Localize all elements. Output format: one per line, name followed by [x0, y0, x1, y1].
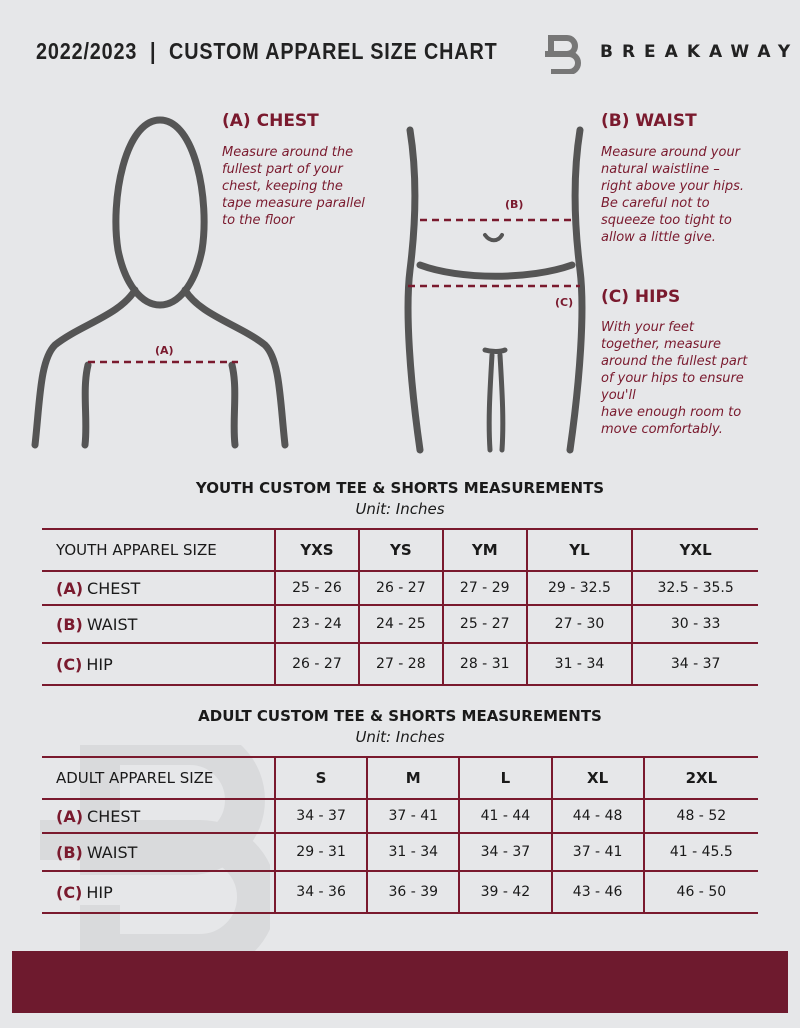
youth-unit: Unit: Inches — [355, 500, 445, 518]
measurement-value: 28 - 31 — [441, 642, 527, 686]
measurement-value: 34 - 37 — [458, 832, 552, 872]
size-column-header: 2XL — [642, 756, 758, 800]
size-column-header: L — [458, 756, 552, 800]
measurement-value: 23 - 24 — [274, 604, 359, 644]
measurement-letter: (A) — [56, 806, 84, 826]
adult-size-table: ADULT APPAREL SIZE S M L XL 2XL (A) CHEST 34 - 3… — [42, 756, 758, 914]
measurement-value: 34 - 37 — [631, 642, 758, 686]
measurement-value: 29 - 31 — [273, 832, 368, 872]
measurement-letter: (C) — [56, 654, 83, 674]
waist-heading: (B) WAIST — [601, 111, 697, 131]
marker-c: (C) — [555, 296, 573, 309]
measurement-value: 39 - 42 — [458, 870, 552, 914]
measurement-value: 27 - 29 — [441, 570, 527, 606]
measurement-label: (A) CHEST — [42, 798, 275, 834]
measurement-value: 24 - 25 — [357, 604, 443, 644]
measurement-value: 36 - 39 — [366, 870, 460, 914]
brand-name: BREAKAWAY — [600, 42, 800, 62]
measurement-value: 43 - 46 — [550, 870, 644, 914]
measurement-name: HIP — [86, 882, 113, 902]
youth-section-title: YOUTH CUSTOM TEE & SHORTS MEASUREMENTS — [195, 479, 605, 497]
footer-bar — [12, 951, 788, 1013]
measurement-value: 37 - 41 — [550, 832, 644, 872]
measurement-value: 25 - 26 — [274, 570, 359, 606]
size-column-header: YS — [357, 528, 443, 572]
measurement-value: 41 - 44 — [458, 798, 552, 834]
page-title: 2022/2023 | CUSTOM APPAREL SIZE CHART — [36, 38, 498, 64]
measurement-value: 48 - 52 — [642, 798, 758, 834]
measurement-name: WAIST — [86, 842, 138, 862]
table-header-row: ADULT APPAREL SIZE S M L XL 2XL — [42, 756, 758, 800]
size-column-header: YXL — [631, 528, 758, 572]
table-row: (B) WAIST 29 - 31 31 - 34 34 - 37 37 - 41 41 -… — [42, 832, 758, 872]
measurement-value: 44 - 48 — [550, 798, 644, 834]
waist-description: Measure around your natural waistline – ri… — [601, 145, 745, 245]
hips-heading: (C) HIPS — [601, 287, 681, 307]
marker-a: (A) — [155, 344, 174, 357]
measurement-letter: (A) — [56, 578, 84, 598]
measurement-value: 32.5 - 35.5 — [631, 570, 758, 606]
adult-unit: Unit: Inches — [355, 728, 445, 746]
measurement-name: HIP — [86, 654, 113, 674]
body-figure-illustration: (A) (B) (C) — [31, 116, 586, 454]
size-header: ADULT APPAREL SIZE — [42, 756, 275, 800]
measurement-value: 41 - 45.5 — [642, 832, 758, 872]
size-header: YOUTH APPAREL SIZE — [42, 528, 275, 572]
table-row: (A) CHEST 34 - 37 37 - 41 41 - 44 44 - 48 48 -… — [42, 798, 758, 834]
measurement-label: (B) WAIST — [42, 832, 275, 872]
table-header-row: YOUTH APPAREL SIZE YXS YS YM YL YXL — [42, 528, 758, 572]
table-row: (A) CHEST 25 - 26 26 - 27 27 - 29 29 - 32.5 32… — [42, 570, 758, 606]
breakaway-logo-icon — [545, 35, 581, 74]
adult-section-title: ADULT CUSTOM TEE & SHORTS MEASUREMENTS — [198, 707, 602, 725]
size-column-header: XL — [550, 756, 644, 800]
measurement-value: 25 - 27 — [441, 604, 527, 644]
measurement-label: (B) WAIST — [42, 604, 275, 644]
measurement-value: 34 - 36 — [273, 870, 368, 914]
measurement-value: 37 - 41 — [366, 798, 460, 834]
measurement-letter: (C) — [56, 882, 83, 902]
measurement-letter: (B) — [56, 614, 83, 634]
measurement-label: (A) CHEST — [42, 570, 275, 606]
hips-description: With your feet together, measure around th… — [601, 320, 748, 437]
measurement-letter: (B) — [56, 842, 83, 862]
size-column-header: YM — [441, 528, 527, 572]
measurement-value: 30 - 33 — [631, 604, 758, 644]
marker-b: (B) — [505, 198, 523, 211]
chest-description: Measure around the fullest part of your ch… — [222, 145, 365, 228]
measurement-name: CHEST — [87, 806, 141, 826]
measurement-value: 31 - 34 — [525, 642, 633, 686]
measurement-value: 26 - 27 — [357, 570, 443, 606]
measurement-value: 46 - 50 — [642, 870, 758, 914]
measurement-name: WAIST — [86, 614, 138, 634]
size-column-header: M — [366, 756, 460, 800]
measurement-label: (C) HIP — [42, 642, 275, 686]
measurement-value: 31 - 34 — [366, 832, 460, 872]
measurement-value: 29 - 32.5 — [525, 570, 633, 606]
measurement-value: 27 - 30 — [525, 604, 633, 644]
table-row: (C) HIP 34 - 36 36 - 39 39 - 42 43 - 46 46 - 5… — [42, 870, 758, 914]
measurement-label: (C) HIP — [42, 870, 275, 914]
size-column-header: S — [273, 756, 368, 800]
youth-size-table: YOUTH APPAREL SIZE YXS YS YM YL YXL (A) CHEST 25… — [42, 528, 758, 686]
measurement-value: 27 - 28 — [357, 642, 443, 686]
measurement-value: 26 - 27 — [274, 642, 359, 686]
table-row: (B) WAIST 23 - 24 24 - 25 25 - 27 27 - 30 30 -… — [42, 604, 758, 644]
measurement-value: 34 - 37 — [273, 798, 368, 834]
size-column-header: YL — [525, 528, 633, 572]
chest-heading: (A) CHEST — [222, 111, 319, 131]
measurement-name: CHEST — [87, 578, 141, 598]
size-column-header: YXS — [274, 528, 359, 572]
table-row: (C) HIP 26 - 27 27 - 28 28 - 31 31 - 34 34 - 3… — [42, 642, 758, 686]
